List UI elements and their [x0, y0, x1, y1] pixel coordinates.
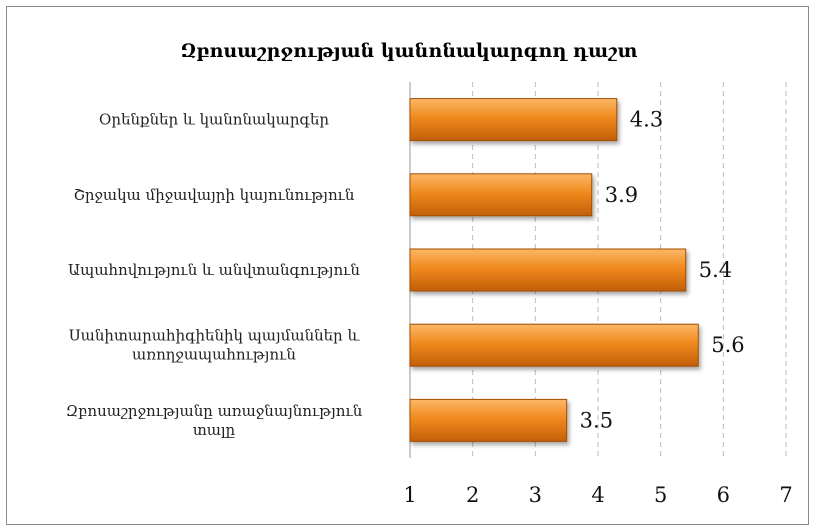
category-label-line: Սանիտարահիգիենիկ պայմաններ և: [69, 327, 361, 345]
x-tick-label: 6: [717, 483, 730, 507]
category-label-line: Ապահովություն և անվտանգություն: [68, 261, 360, 279]
bar: [409, 98, 618, 142]
category-labels: Օրենքներ և կանոնակարգեր Շրջակա միջավայրի …: [66, 111, 363, 439]
bar: [409, 398, 568, 442]
category-label: Զբոսաշրջությանը առաջնայնություն տալը: [66, 402, 363, 439]
x-tick-label: 5: [654, 483, 667, 507]
x-tick-label: 1: [403, 483, 416, 507]
x-tick-label: 4: [591, 483, 604, 507]
bar: [409, 323, 699, 367]
bar: [409, 173, 593, 217]
category-label-line: Զբոսաշրջությանը առաջնայնություն: [66, 402, 363, 420]
category-label: Ապահովություն և անվտանգություն: [68, 261, 360, 279]
value-label: 5.4: [699, 258, 732, 282]
bars: [409, 98, 699, 442]
category-label: Սանիտարահիգիենիկ պայմաններ և առողջապահութ…: [69, 327, 361, 364]
category-label-line: Օրենքներ և կանոնակարգեր: [99, 111, 330, 129]
bar: [409, 248, 687, 292]
x-tick-label: 7: [779, 483, 792, 507]
category-label-line: տալը: [193, 421, 236, 439]
value-labels: 4.3 3.9 5.4 5.6 3.5: [580, 108, 745, 433]
category-label-line: Շրջակա միջավայրի կայունություն: [74, 186, 355, 204]
value-label: 5.6: [711, 333, 744, 357]
value-label: 3.5: [580, 408, 613, 432]
category-label: Օրենքներ և կանոնակարգեր: [99, 111, 330, 129]
category-label: Շրջակա միջավայրի կայունություն: [74, 186, 355, 204]
x-tick-label: 2: [466, 483, 479, 507]
x-tick-label: 3: [529, 483, 542, 507]
value-label: 4.3: [630, 108, 663, 132]
value-label: 3.9: [605, 183, 638, 207]
category-label-line: առողջապահություն: [132, 346, 296, 364]
x-tick-labels: 1 2 3 4 5 6 7: [403, 483, 792, 507]
chart-title: Զբոսաշրջության կանոնակարգող դաշտ: [181, 40, 638, 62]
